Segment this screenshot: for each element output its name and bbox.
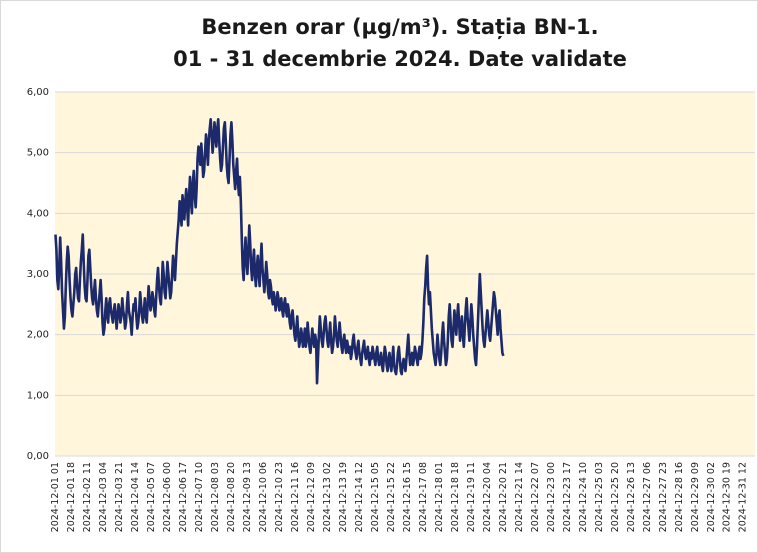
x-tick-label: 2024-12-03 04 <box>98 462 109 532</box>
y-tick-label: 6,00 <box>27 87 49 98</box>
x-tick-label: 2024-12-15 22 <box>386 462 397 532</box>
x-tick-label: 2024-12-19 11 <box>466 462 477 532</box>
x-tick-label: 2024-12-07 10 <box>194 462 205 532</box>
x-tick-label: 2024-12-25 20 <box>610 462 621 532</box>
x-tick-label: 2024-12-15 05 <box>370 462 381 532</box>
y-tick-label: 3,00 <box>27 269 49 280</box>
x-tick-label: 2024-12-12 09 <box>306 462 317 532</box>
x-tick-label: 2024-12-11 16 <box>290 462 301 532</box>
y-tick-label: 1,00 <box>27 390 49 401</box>
y-tick-label: 5,00 <box>27 148 49 159</box>
x-tick-label: 2024-12-16 15 <box>402 462 413 532</box>
x-tick-label: 2024-12-03 21 <box>114 462 125 532</box>
x-tick-label: 2024-12-28 16 <box>674 462 685 532</box>
x-tick-label: 2024-12-21 14 <box>514 462 525 532</box>
x-tick-label: 2024-12-14 12 <box>354 462 365 532</box>
x-tick-label: 2024-12-10 23 <box>274 462 285 532</box>
x-tick-label: 2024-12-18 18 <box>450 462 461 532</box>
x-tick-label: 2024-12-05 07 <box>146 462 157 532</box>
x-tick-label: 2024-12-27 23 <box>658 462 669 532</box>
x-tick-label: 2024-12-30 19 <box>722 462 733 532</box>
x-tick-label: 2024-12-20 21 <box>498 462 509 532</box>
x-tick-label: 2024-12-09 13 <box>242 462 253 532</box>
x-tick-label: 2024-12-13 02 <box>322 462 333 532</box>
x-tick-label: 2024-12-26 13 <box>626 462 637 532</box>
x-tick-label: 2024-12-04 14 <box>130 462 141 532</box>
x-tick-label: 2024-12-31 12 <box>738 462 749 532</box>
x-tick-label: 2024-12-18 01 <box>434 462 445 532</box>
x-tick-label: 2024-12-20 04 <box>482 462 493 532</box>
x-tick-label: 2024-12-17 08 <box>418 462 429 532</box>
x-tick-label: 2024-12-29 09 <box>690 462 701 532</box>
x-tick-label: 2024-12-01 18 <box>66 462 77 532</box>
x-tick-label: 2024-12-08 20 <box>226 462 237 532</box>
y-tick-label: 4,00 <box>27 208 49 219</box>
x-tick-label: 2024-12-02 11 <box>82 462 93 532</box>
x-tick-label: 2024-12-30 02 <box>706 462 717 532</box>
x-tick-label: 2024-12-01 01 <box>50 462 61 532</box>
x-tick-label: 2024-12-25 03 <box>594 462 605 532</box>
y-tick-label: 2,00 <box>27 330 49 341</box>
x-tick-label: 2024-12-24 10 <box>578 462 589 532</box>
x-tick-label: 2024-12-06 17 <box>178 462 189 532</box>
chart-title: 01 - 31 decembrie 2024. Date validate <box>173 47 627 71</box>
x-tick-label: 2024-12-23 00 <box>546 462 557 532</box>
x-tick-label: 2024-12-27 06 <box>642 462 653 532</box>
x-tick-label: 2024-12-13 19 <box>338 462 349 532</box>
x-tick-label: 2024-12-08 03 <box>210 462 221 532</box>
chart-title: Benzen orar (µg/m³). Stația BN-1. <box>201 15 598 40</box>
data-line <box>54 118 505 385</box>
x-tick-label: 2024-12-06 00 <box>162 462 173 532</box>
x-tick-label: 2024-12-10 06 <box>258 462 269 532</box>
y-tick-label: 0,00 <box>27 451 49 462</box>
x-tick-label: 2024-12-22 07 <box>530 462 541 532</box>
x-tick-label: 2024-12-23 17 <box>562 462 573 532</box>
